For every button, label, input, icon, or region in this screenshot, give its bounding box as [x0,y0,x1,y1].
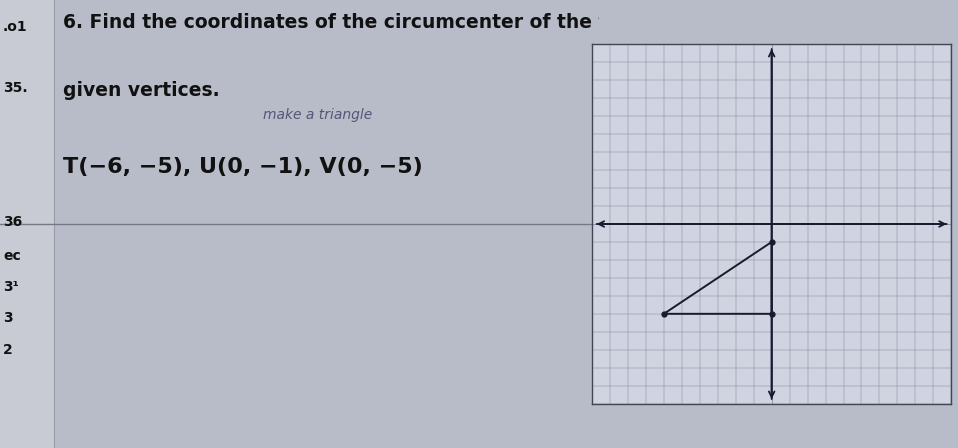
Text: given vertices.: given vertices. [63,81,219,99]
Text: .o1: .o1 [3,20,28,34]
Bar [0,0,54,448]
Text: make a triangle: make a triangle [263,108,373,121]
Text: ec: ec [3,249,21,263]
Text: 36: 36 [3,215,22,229]
Text: 6. Find the coordinates of the circumcenter of the triangle with th: 6. Find the coordinates of the circumcen… [63,13,764,32]
Text: 3¹: 3¹ [3,280,19,294]
Text: 35.: 35. [3,81,28,95]
Text: 3: 3 [3,311,12,325]
Text: T(−6, −5), U(0, −1), V(0, −5): T(−6, −5), U(0, −1), V(0, −5) [63,157,422,177]
Text: 2: 2 [3,343,12,357]
